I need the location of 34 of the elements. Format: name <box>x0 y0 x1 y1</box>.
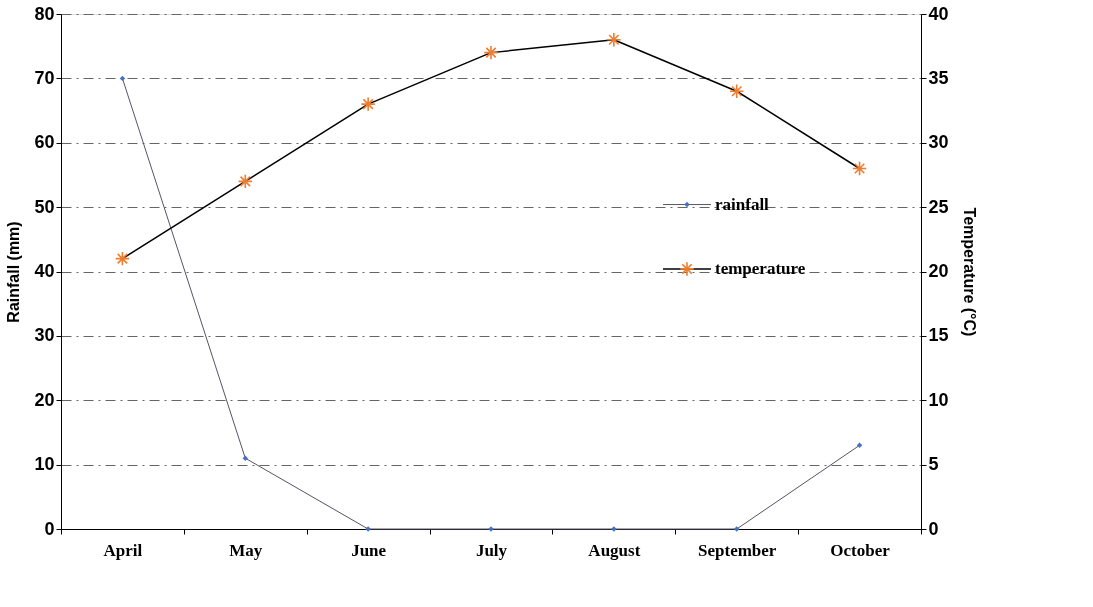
y-tick-label: 0 <box>44 518 55 539</box>
point <box>607 33 621 47</box>
point <box>730 84 744 98</box>
point <box>242 455 249 461</box>
x-tick-label: July <box>475 540 508 560</box>
x-tick-label: September <box>698 540 777 560</box>
legend-label: temperature <box>715 258 806 278</box>
y2-tick-label: 0 <box>928 518 939 539</box>
y-tick-label: 70 <box>34 67 55 88</box>
y-tick-label: 40 <box>34 261 55 281</box>
x-tick-label: June <box>351 540 387 560</box>
legend-label: rainfall <box>715 194 770 214</box>
y-tick-label: 50 <box>34 196 55 217</box>
y2-tick-label: 15 <box>928 325 949 346</box>
y2-axis-title: Temperature (°C) <box>960 207 978 337</box>
y2-tick-label: 25 <box>928 196 949 217</box>
point <box>733 526 740 532</box>
y2-tick-label: 5 <box>928 454 939 475</box>
y2-tick-label: 30 <box>928 132 949 153</box>
x-tick-label: May <box>229 540 263 560</box>
y2-tick-label: 10 <box>928 389 949 410</box>
x-tick-label: August <box>588 540 641 560</box>
x-tick-label: April <box>103 540 143 560</box>
y2-tick-label: 35 <box>928 67 949 88</box>
y2-tick-label: 20 <box>928 261 949 281</box>
y-tick-label: 20 <box>34 389 55 410</box>
y-tick-label: 80 <box>34 3 55 24</box>
y-tick-label: 30 <box>34 325 55 346</box>
y-tick-label: 10 <box>34 454 55 475</box>
y-tick-label: 60 <box>34 132 55 153</box>
point <box>361 97 375 111</box>
y-axis-title: Rainfall (mm) <box>5 221 23 323</box>
y2-tick-label: 40 <box>928 3 949 24</box>
x-tick-label: October <box>830 540 891 560</box>
